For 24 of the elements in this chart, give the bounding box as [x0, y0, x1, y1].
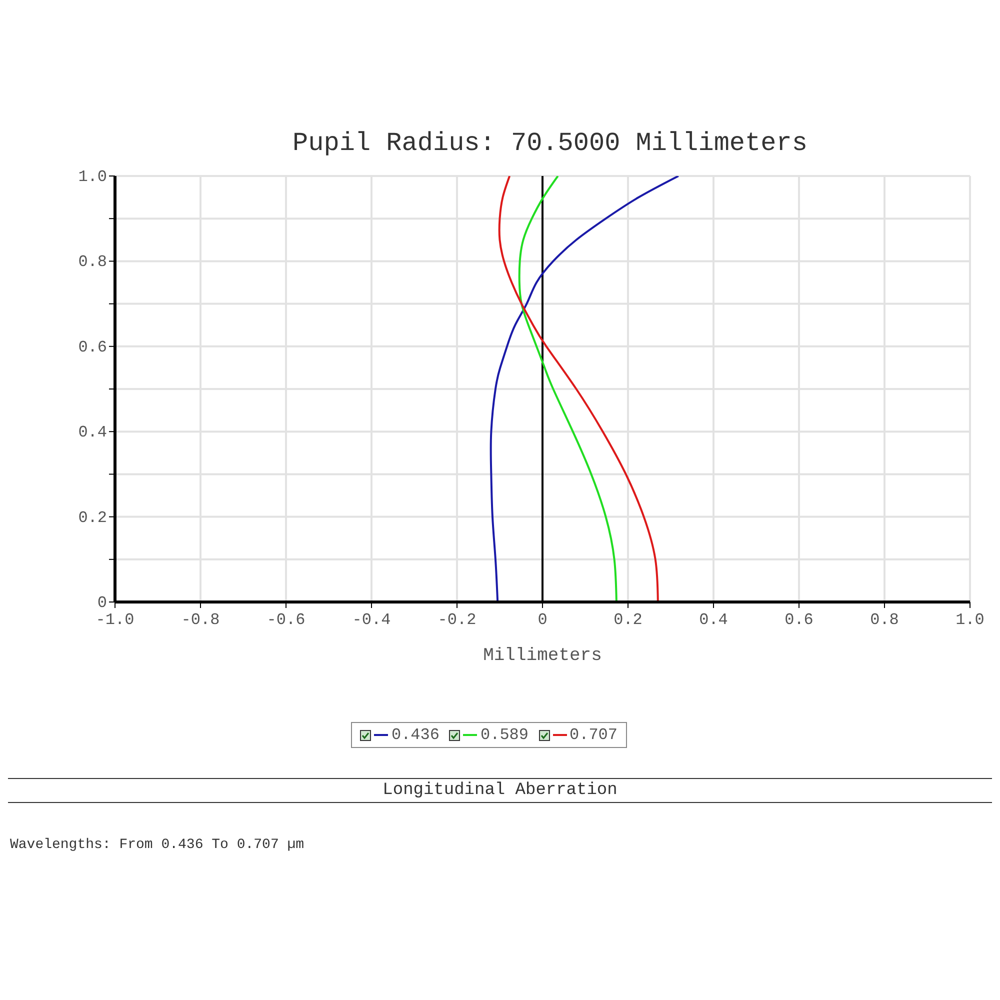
x-tick-label: 0.4 [699, 611, 728, 629]
x-tick-label: -0.6 [266, 611, 306, 629]
x-tick-label: -0.8 [181, 611, 220, 629]
legend-label: 0.707 [570, 726, 618, 744]
y-tick-label: 0.2 [78, 508, 107, 527]
x-tick-label: 0.8 [870, 611, 899, 629]
legend-label: 0.436 [391, 726, 440, 744]
x-axis-title: Millimeters [483, 646, 602, 666]
y-tick-label: 0.6 [78, 338, 107, 356]
y-tick-label: 1.0 [78, 168, 107, 186]
x-tick-label: -0.2 [438, 611, 476, 629]
y-tick-label: 0 [97, 594, 107, 612]
x-tick-label: 0.6 [784, 611, 814, 629]
x-tick-label: -0.4 [352, 611, 391, 629]
x-tick-label: 0 [538, 611, 548, 629]
text: Longitudinal Aberration [8, 778, 992, 803]
y-tick-label: 0.8 [78, 253, 107, 272]
chart-title: Pupil Radius: 70.5000 Millimeters [292, 128, 808, 160]
text: Wavelengths: From 0.436 To 0.707 µm [9, 836, 306, 853]
legend-label: 0.589 [480, 726, 528, 744]
x-tick-label: 0.2 [614, 611, 642, 629]
y-tick-label: 0.4 [78, 424, 107, 442]
x-tick-label: -1.0 [96, 611, 134, 629]
x-tick-label: 1.0 [956, 611, 984, 629]
